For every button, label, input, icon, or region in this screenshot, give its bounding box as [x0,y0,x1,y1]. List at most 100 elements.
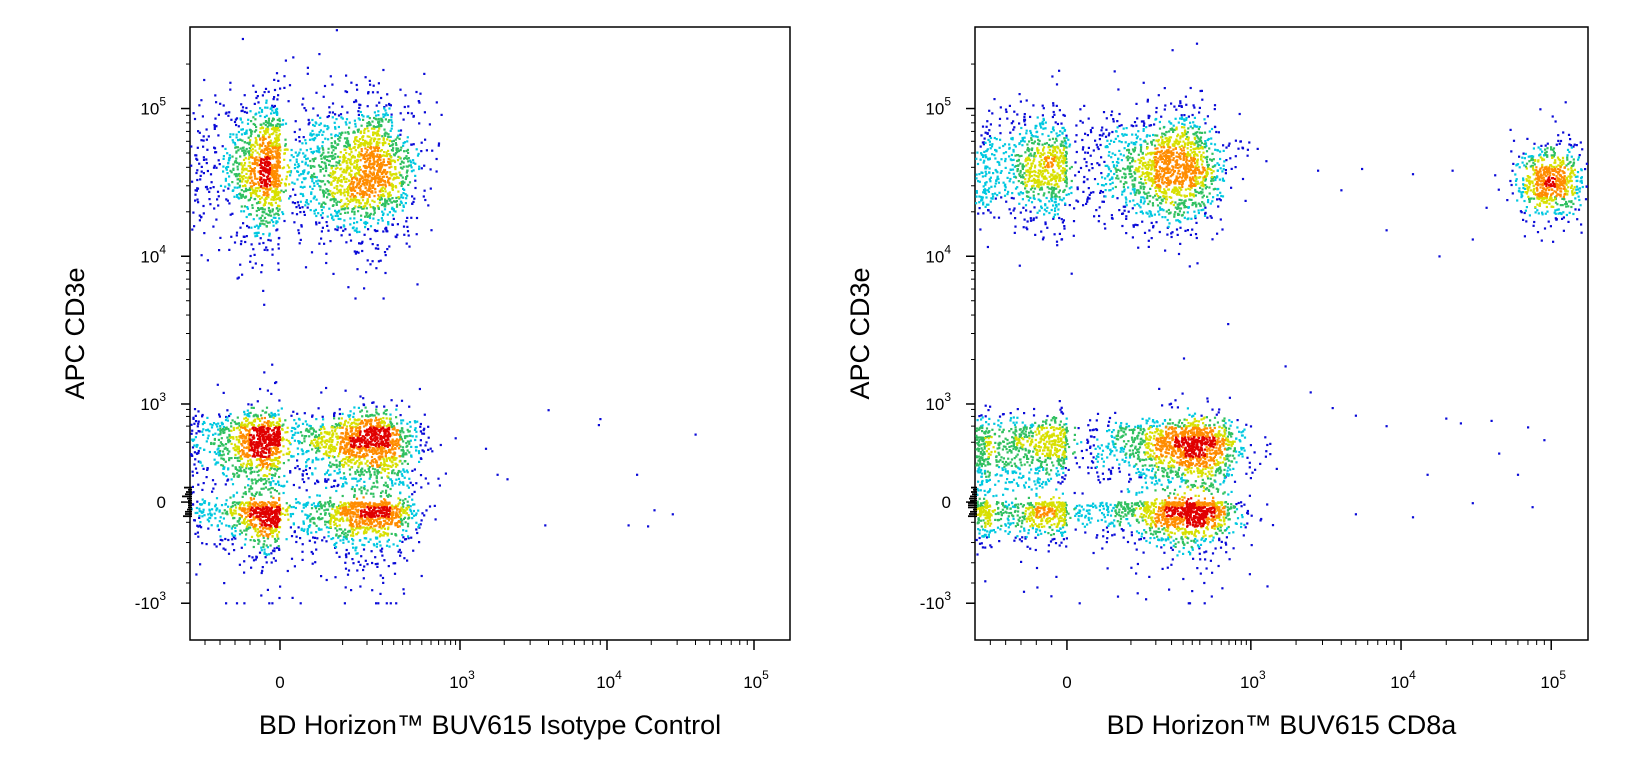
event-point [404,498,407,501]
event-point [350,501,353,504]
event-point [380,534,384,537]
event-point [236,468,239,471]
event-point [425,149,428,152]
event-point [249,166,252,169]
event-point [437,144,440,147]
event-point [345,512,348,515]
event-point [257,208,260,211]
event-point [313,172,316,175]
event-point [359,242,362,245]
event-point [340,179,343,182]
event-point [307,449,310,453]
event-point [278,133,281,136]
event-point [305,502,308,505]
event-point [405,445,408,448]
event-point [215,497,219,500]
event-point [348,186,351,189]
event-point [348,179,351,182]
event-point [266,221,269,224]
event-point [319,188,322,191]
event-point [345,553,348,556]
event-point [329,75,332,78]
event-point [357,143,360,147]
event-point [266,249,269,252]
event-point [391,223,394,226]
event-point [345,74,348,77]
event-point [318,436,321,439]
event-point [263,91,266,94]
event-point [261,461,264,464]
event-point [306,531,309,534]
event-point [312,137,315,140]
event-point [363,457,366,460]
event-point [205,158,208,161]
event-point [354,167,358,170]
event-point [227,114,230,117]
event-point [344,507,348,510]
event-point [325,578,328,582]
event-point [383,421,386,424]
event-point [212,225,215,228]
event-point [250,193,253,196]
event-point [299,173,303,176]
event-point [389,173,392,176]
event-point [247,459,250,462]
event-point [365,471,368,474]
event-point [245,168,248,171]
event-point [339,539,342,542]
event-point [414,514,417,517]
event-point [368,165,371,168]
event-point [346,211,349,214]
event-point [320,230,323,233]
event-point [260,144,264,147]
event-point [232,437,235,440]
event-point [251,204,254,207]
event-point [329,517,333,520]
event-point [247,478,250,481]
event-point [378,201,381,204]
event-point [336,134,340,137]
event-point [259,493,262,496]
event-point [245,172,248,175]
event-point [409,161,413,164]
event-point [408,181,412,184]
event-point [194,193,197,196]
event-point [303,480,306,484]
event-point [345,556,348,559]
event-point [368,135,371,138]
event-point [355,521,358,524]
event-point [260,196,263,199]
event-point [342,154,345,157]
event-point [377,147,380,150]
event-point [340,208,343,211]
event-point [241,421,244,424]
event-point [243,503,246,506]
event-point [234,537,237,540]
event-point [352,155,355,158]
event-point [377,219,380,222]
event-point [355,201,358,204]
event-point [219,444,222,447]
event-point [284,122,288,125]
event-point [330,485,333,488]
event-point [208,516,211,519]
event-point [394,177,397,180]
event-point [359,168,362,171]
event-point [350,466,353,469]
event-point [317,501,320,504]
event-point [276,122,279,126]
event-point [278,155,281,158]
event-point [399,166,403,169]
event-point [405,469,409,472]
event-point [413,468,416,471]
event-point [396,150,399,153]
event-point [367,173,370,176]
event-point [366,198,369,201]
event-point [199,503,202,506]
event-point [400,193,403,197]
event-point [237,130,240,134]
event-point [281,123,285,126]
event-point [255,177,259,180]
event-point [336,484,339,488]
event-point [306,459,309,462]
